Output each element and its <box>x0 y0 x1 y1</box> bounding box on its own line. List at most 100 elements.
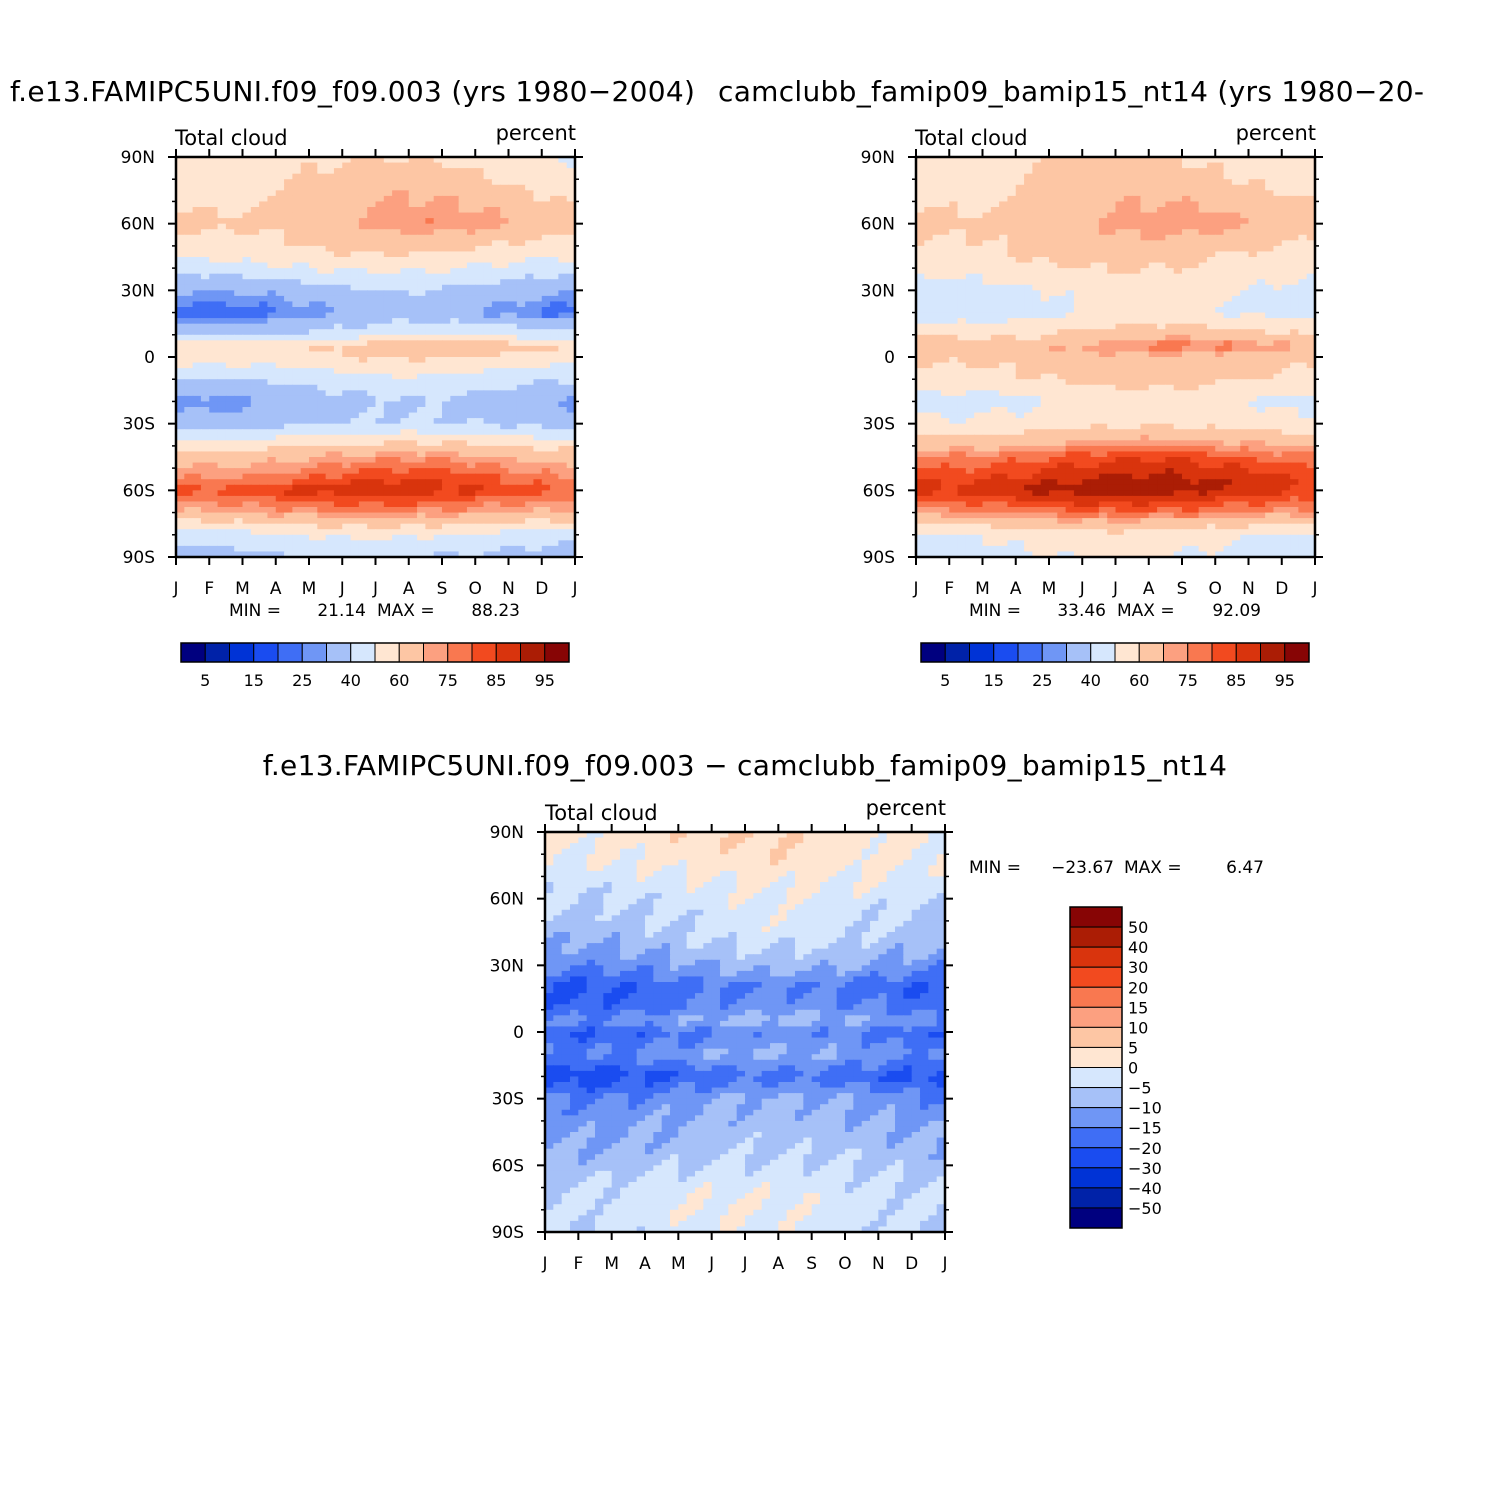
heatmap-cell <box>558 418 568 425</box>
heatmap-cell <box>1173 157 1183 164</box>
heatmap-cell <box>292 368 302 375</box>
heatmap-cell <box>508 268 518 275</box>
heatmap-cell <box>259 173 269 180</box>
heatmap-cell <box>292 168 302 175</box>
heatmap-cell <box>500 207 510 214</box>
heatmap-cell <box>957 162 967 169</box>
heatmap-cell <box>350 429 360 436</box>
heatmap-cell <box>1132 179 1142 186</box>
heatmap-cell <box>367 545 377 553</box>
heatmap-cell <box>1115 184 1125 191</box>
heatmap-cell <box>400 368 410 375</box>
heatmap-cell <box>1157 223 1166 230</box>
heatmap-cell <box>192 507 202 514</box>
heatmap-cell <box>317 179 327 186</box>
heatmap-cell <box>1281 162 1291 169</box>
heatmap-cell <box>957 212 967 219</box>
heatmap-cell <box>309 518 318 525</box>
heatmap-cell <box>525 273 535 280</box>
heatmap-cell <box>417 407 426 414</box>
heatmap-cell <box>1090 173 1100 180</box>
heatmap-cell <box>1032 190 1042 197</box>
heatmap-cell <box>292 157 302 164</box>
heatmap-cell <box>466 451 476 458</box>
heatmap-cell <box>1123 157 1133 164</box>
heatmap-cell <box>200 295 210 303</box>
heatmap-cell <box>1098 295 1108 303</box>
heatmap-cell <box>1082 262 1092 269</box>
heatmap-cell <box>1190 279 1200 286</box>
heatmap-cell <box>225 373 235 380</box>
heatmap-cell <box>949 168 959 175</box>
heatmap-cell <box>284 195 293 203</box>
heatmap-cell <box>383 212 393 219</box>
colorbar-swatch <box>520 642 546 663</box>
heatmap-cell <box>309 223 318 230</box>
heatmap-cell <box>1049 312 1058 319</box>
heatmap-cell <box>1173 190 1183 197</box>
heatmap-cell <box>350 440 360 447</box>
heatmap-cell <box>458 262 468 269</box>
heatmap-cell <box>1065 162 1075 169</box>
heatmap-cell <box>400 173 410 180</box>
heatmap-cell <box>500 184 510 191</box>
heatmap-cell <box>475 251 485 258</box>
heatmap-cell <box>940 195 950 203</box>
heatmap-cell <box>259 473 269 480</box>
heatmap-cell <box>500 351 510 358</box>
heatmap-cell <box>309 251 318 258</box>
heatmap-cell <box>317 523 327 530</box>
heatmap-cell <box>184 362 194 369</box>
heatmap-cell <box>433 184 443 191</box>
heatmap-cell <box>1024 162 1033 169</box>
heatmap-cell <box>982 262 992 269</box>
heatmap-cell <box>450 529 460 536</box>
heatmap-cell <box>1090 179 1100 186</box>
heatmap-cell <box>383 351 393 358</box>
heatmap-cell <box>1306 179 1316 186</box>
heatmap-cell <box>1040 157 1050 164</box>
heatmap-cell <box>483 368 493 375</box>
heatmap-cell <box>458 184 468 191</box>
heatmap-cell <box>358 512 368 519</box>
heatmap-cell <box>1107 251 1117 258</box>
heatmap-cell <box>483 168 493 175</box>
heatmap-cell <box>1148 173 1158 180</box>
heatmap-cell <box>1032 212 1042 219</box>
heatmap-cell <box>200 518 210 525</box>
heatmap-cell <box>375 290 385 297</box>
heatmap-cell <box>1024 212 1033 219</box>
heatmap-cell <box>450 379 460 386</box>
heatmap-cell <box>1132 207 1142 214</box>
heatmap-cell <box>242 384 252 391</box>
heatmap-cell <box>333 234 343 241</box>
heatmap-cell <box>442 368 451 375</box>
heatmap-cell <box>1273 262 1283 269</box>
heatmap-cell <box>333 173 343 180</box>
heatmap-cell <box>533 507 543 514</box>
heatmap-cell <box>284 184 293 191</box>
heatmap-cell <box>325 279 335 286</box>
heatmap-cell <box>450 323 460 330</box>
heatmap-cell <box>1098 251 1108 258</box>
heatmap-cell <box>176 473 185 480</box>
heatmap-cell <box>541 523 551 530</box>
heatmap-cell <box>250 245 260 253</box>
heatmap-cell <box>508 195 518 203</box>
heatmap-cell <box>209 368 219 375</box>
heatmap-cell <box>1015 157 1025 164</box>
heatmap-cell <box>342 229 352 236</box>
heatmap-cell <box>242 357 252 364</box>
heatmap-cell <box>1115 312 1125 319</box>
heatmap-cell <box>541 262 551 269</box>
heatmap-cell <box>558 301 568 308</box>
heatmap-cell <box>525 518 535 525</box>
heatmap-cell <box>342 212 352 219</box>
heatmap-cell <box>558 251 568 258</box>
heatmap-cell <box>957 279 967 286</box>
heatmap-cell <box>309 268 318 275</box>
heatmap-cell <box>367 468 377 475</box>
heatmap-cell <box>1248 162 1258 169</box>
heatmap-cell <box>400 190 410 197</box>
heatmap-cell <box>234 245 244 253</box>
